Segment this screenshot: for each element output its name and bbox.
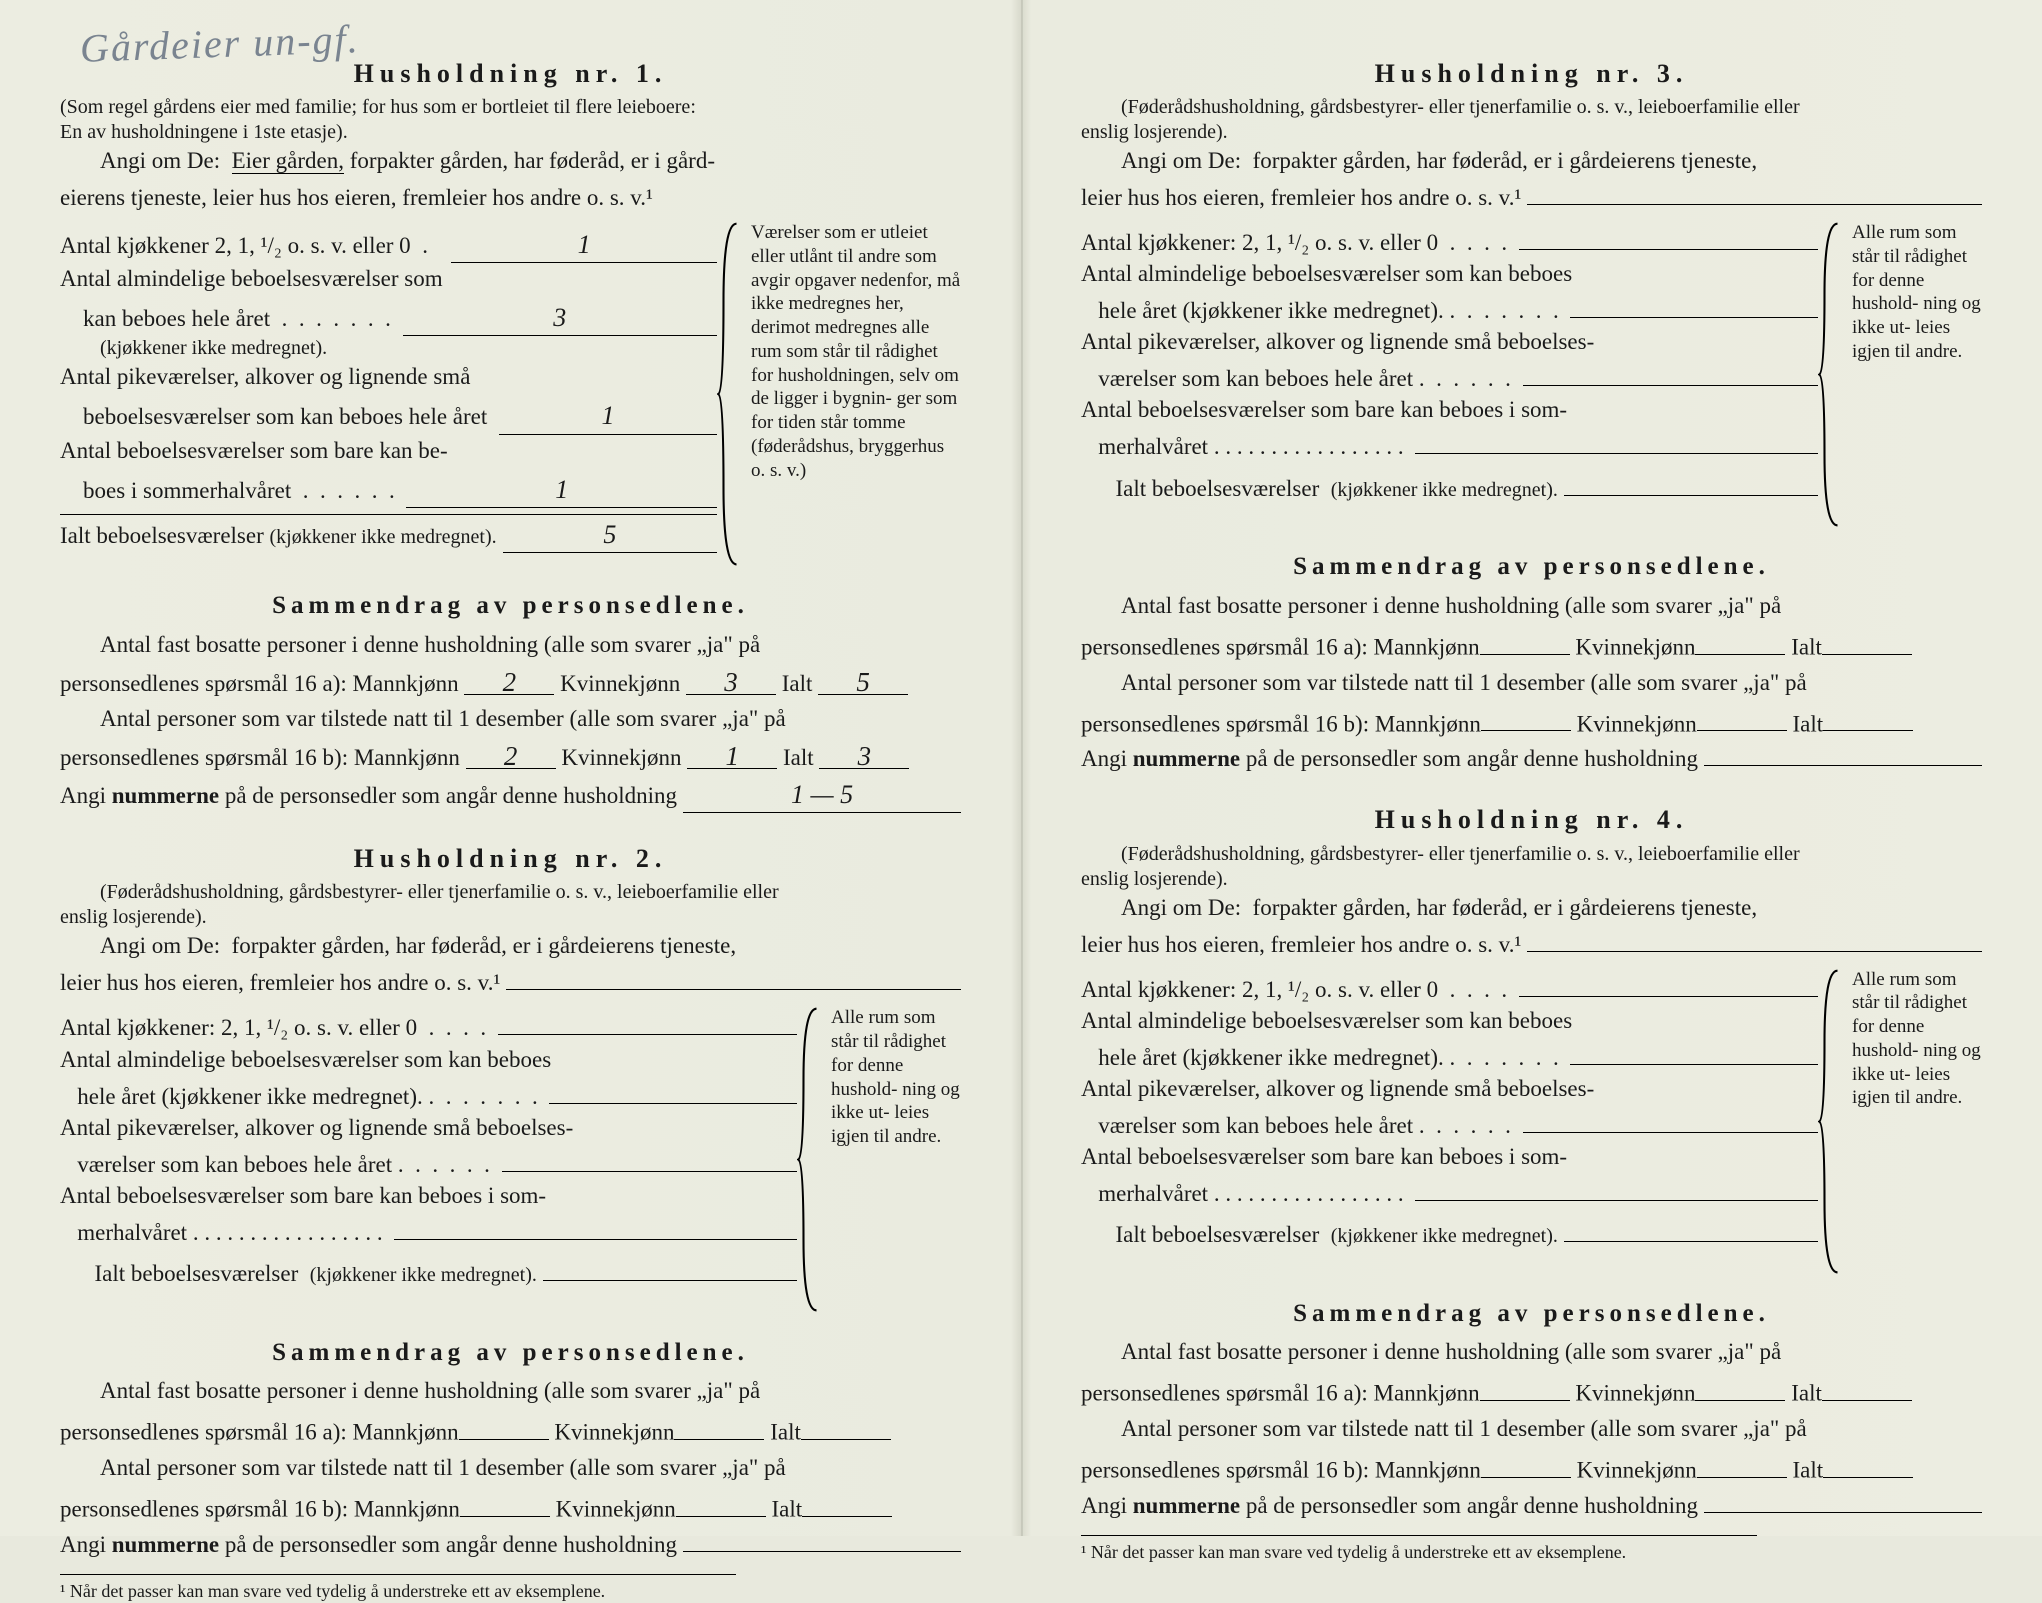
- h1-kv-b: 1: [687, 738, 777, 769]
- h3-16a: personsedlenes spørsmål 16 a): Mannkjønn…: [1081, 625, 1982, 663]
- h1-fast1: Antal fast bosatte personer i denne hush…: [60, 629, 961, 660]
- h2-room-block: Antal kjøkkener: 2, 1, ¹/₂ o. s. v. elle…: [60, 1006, 961, 1313]
- h4-16b: personsedlenes spørsmål 16 b): Mannkjønn…: [1081, 1448, 1982, 1486]
- h2-angi: Angi om De: forpakter gården, har føderå…: [60, 930, 961, 961]
- h1-nummerne: Angi nummerne på de personsedler som ang…: [60, 777, 961, 813]
- h4-sammendrag: Sammendrag av personsedlene.: [1081, 1297, 1982, 1331]
- brace-icon: [717, 221, 743, 567]
- brace-icon: [797, 1006, 823, 1313]
- h2-sidenote: Alle rum som står til rådighet for denne…: [823, 1006, 961, 1313]
- h1-alm-row1: Antal almindelige beboelsesværelser som: [60, 263, 717, 294]
- h1-pike-row2: beboelsesværelser som kan beboes hele år…: [60, 398, 717, 434]
- h1-ialt-b: 3: [819, 738, 909, 769]
- h1-alm-row3: (kjøkkener ikke medregnet).: [60, 336, 717, 361]
- handwritten-annotation: Gårdeier un-gf.: [79, 15, 360, 72]
- h1-sammendrag-title: Sammendrag av personsedlene.: [60, 589, 961, 623]
- h4-explain2: enslig losjerende).: [1081, 867, 1982, 892]
- h1-som-val: 1: [406, 472, 717, 508]
- h1-mann-a: 2: [464, 664, 554, 695]
- h3-angi: Angi om De: forpakter gården, har føderå…: [1081, 145, 1982, 176]
- h2-explain1: (Føderådshusholdning, gårdsbestyrer- ell…: [60, 880, 961, 905]
- right-page: Husholdning nr. 3. (Føderådshusholdning,…: [1021, 0, 2042, 1536]
- h1-16a: personsedlenes spørsmål 16 a): Mannkjønn…: [60, 664, 961, 699]
- h1-kjokkener-row: Antal kjøkkener 2, 1, ¹/₂ o. s. v. eller…: [60, 227, 717, 263]
- h3-room-block: Antal kjøkkener: 2, 1, ¹/₂ o. s. v. elle…: [1081, 221, 1982, 528]
- h1-pike-val: 1: [499, 398, 717, 434]
- h3-sidenote: Alle rum som står til rådighet for denne…: [1844, 221, 1982, 528]
- h4-nummerne: Angi nummerne på de personsedler som ang…: [1081, 1490, 1982, 1521]
- h4-16a: personsedlenes spørsmål 16 a): Mannkjønn…: [1081, 1371, 1982, 1409]
- h2-sammendrag: Sammendrag av personsedlene.: [60, 1336, 961, 1370]
- h1-nummer-val: 1 — 5: [683, 777, 961, 813]
- brace-icon: [1818, 968, 1844, 1275]
- h3-sammendrag: Sammendrag av personsedlene.: [1081, 550, 1982, 584]
- h4-leier: leier hus hos eieren, fremleier hos andr…: [1081, 929, 1982, 960]
- h2-16a: personsedlenes spørsmål 16 a): Mannkjønn…: [60, 1410, 961, 1448]
- h3-explain1: (Føderådshusholdning, gårdsbestyrer- ell…: [1081, 95, 1982, 120]
- h1-leier-tail: eierens tjeneste, leier hus hos eieren, …: [60, 182, 961, 213]
- h2-rooms: Antal kjøkkener: 2, 1, ¹/₂ o. s. v. elle…: [60, 1006, 797, 1313]
- h1-tilstede: Antal personer som var tilstede natt til…: [60, 703, 961, 734]
- left-page: Husholdning nr. 1. (Som regel gårdens ei…: [0, 0, 1021, 1536]
- h1-angi-line: Angi om De: Eier gården, forpakter gårde…: [60, 145, 961, 176]
- h1-som-row2: boes i sommerhalvåret . . . . . . 1: [60, 472, 717, 508]
- page-fold: [1021, 0, 1023, 1536]
- h1-pike-row1: Antal pikeværelser, alkover og lignende …: [60, 361, 717, 392]
- h1-sidenote: Værelser som er utleiet eller utlånt til…: [743, 221, 961, 567]
- brace-icon: [1818, 221, 1844, 528]
- h4-room-block: Antal kjøkkener: 2, 1, ¹/₂ o. s. v. elle…: [1081, 968, 1982, 1275]
- h4-sidenote: Alle rum som står til rådighet for denne…: [1844, 968, 1982, 1275]
- h4-angi: Angi om De: forpakter gården, har føderå…: [1081, 892, 1982, 923]
- h1-room-block: Antal kjøkkener 2, 1, ¹/₂ o. s. v. eller…: [60, 221, 961, 567]
- left-footnote: ¹ Når det passer kan man svare ved tydel…: [60, 1574, 736, 1603]
- h1-16b: personsedlenes spørsmål 16 b): Mannkjønn…: [60, 738, 961, 773]
- h1-ialt-val: 5: [503, 517, 717, 553]
- right-footnote: ¹ Når det passer kan man svare ved tydel…: [1081, 1535, 1757, 1564]
- h2-16b: personsedlenes spørsmål 16 b): Mannkjønn…: [60, 1487, 961, 1525]
- h2-leier: leier hus hos eieren, fremleier hos andr…: [60, 967, 961, 998]
- h4-title: Husholdning nr. 4.: [1081, 802, 1982, 837]
- h1-eier-garden: Eier gården,: [232, 148, 344, 174]
- h2-explain2: enslig losjerende).: [60, 905, 961, 930]
- h3-leier: leier hus hos eieren, fremleier hos andr…: [1081, 182, 1982, 213]
- h3-explain2: enslig losjerende).: [1081, 120, 1982, 145]
- h1-mann-b: 2: [466, 738, 556, 769]
- h4-explain1: (Føderådshusholdning, gårdsbestyrer- ell…: [1081, 842, 1982, 867]
- h1-alm-val: 3: [403, 300, 717, 336]
- h1-kjokkener-val: 1: [451, 227, 717, 263]
- h2-nummerne: Angi nummerne på de personsedler som ang…: [60, 1529, 961, 1560]
- h1-explain1: (Som regel gårdens eier med familie; for…: [60, 95, 961, 120]
- h1-explain2: En av husholdningene i 1ste etasje).: [60, 120, 961, 145]
- h1-kv-a: 3: [686, 664, 776, 695]
- h1-ialt-a: 5: [818, 664, 908, 695]
- angi-nummerne-label: Angi nummerne på de personsedler som ang…: [60, 783, 677, 808]
- h1-rooms: Antal kjøkkener 2, 1, ¹/₂ o. s. v. eller…: [60, 221, 717, 567]
- angi-om-de: Angi om De:: [100, 148, 220, 173]
- h1-forpakter-tail: forpakter gården, har føderåd, er i gård…: [344, 148, 715, 173]
- h1-ialt-row: Ialt beboelsesværelser (kjøkkener ikke m…: [60, 514, 717, 553]
- h1-som-row1: Antal beboelsesværelser som bare kan be-: [60, 435, 717, 466]
- h3-title: Husholdning nr. 3.: [1081, 56, 1982, 91]
- h3-nummerne: Angi nummerne på de personsedler som ang…: [1081, 743, 1982, 774]
- h1-alm-row2: kan beboes hele året . . . . . . . 3: [60, 300, 717, 336]
- h3-16b: personsedlenes spørsmål 16 b): Mannkjønn…: [1081, 702, 1982, 740]
- h2-title: Husholdning nr. 2.: [60, 841, 961, 876]
- antal-kjokkener: Antal kjøkkener 2, 1, ¹/₂ o. s. v. eller…: [60, 230, 411, 261]
- two-page-form: Gårdeier un-gf. Husholdning nr. 1. (Som …: [0, 0, 2042, 1536]
